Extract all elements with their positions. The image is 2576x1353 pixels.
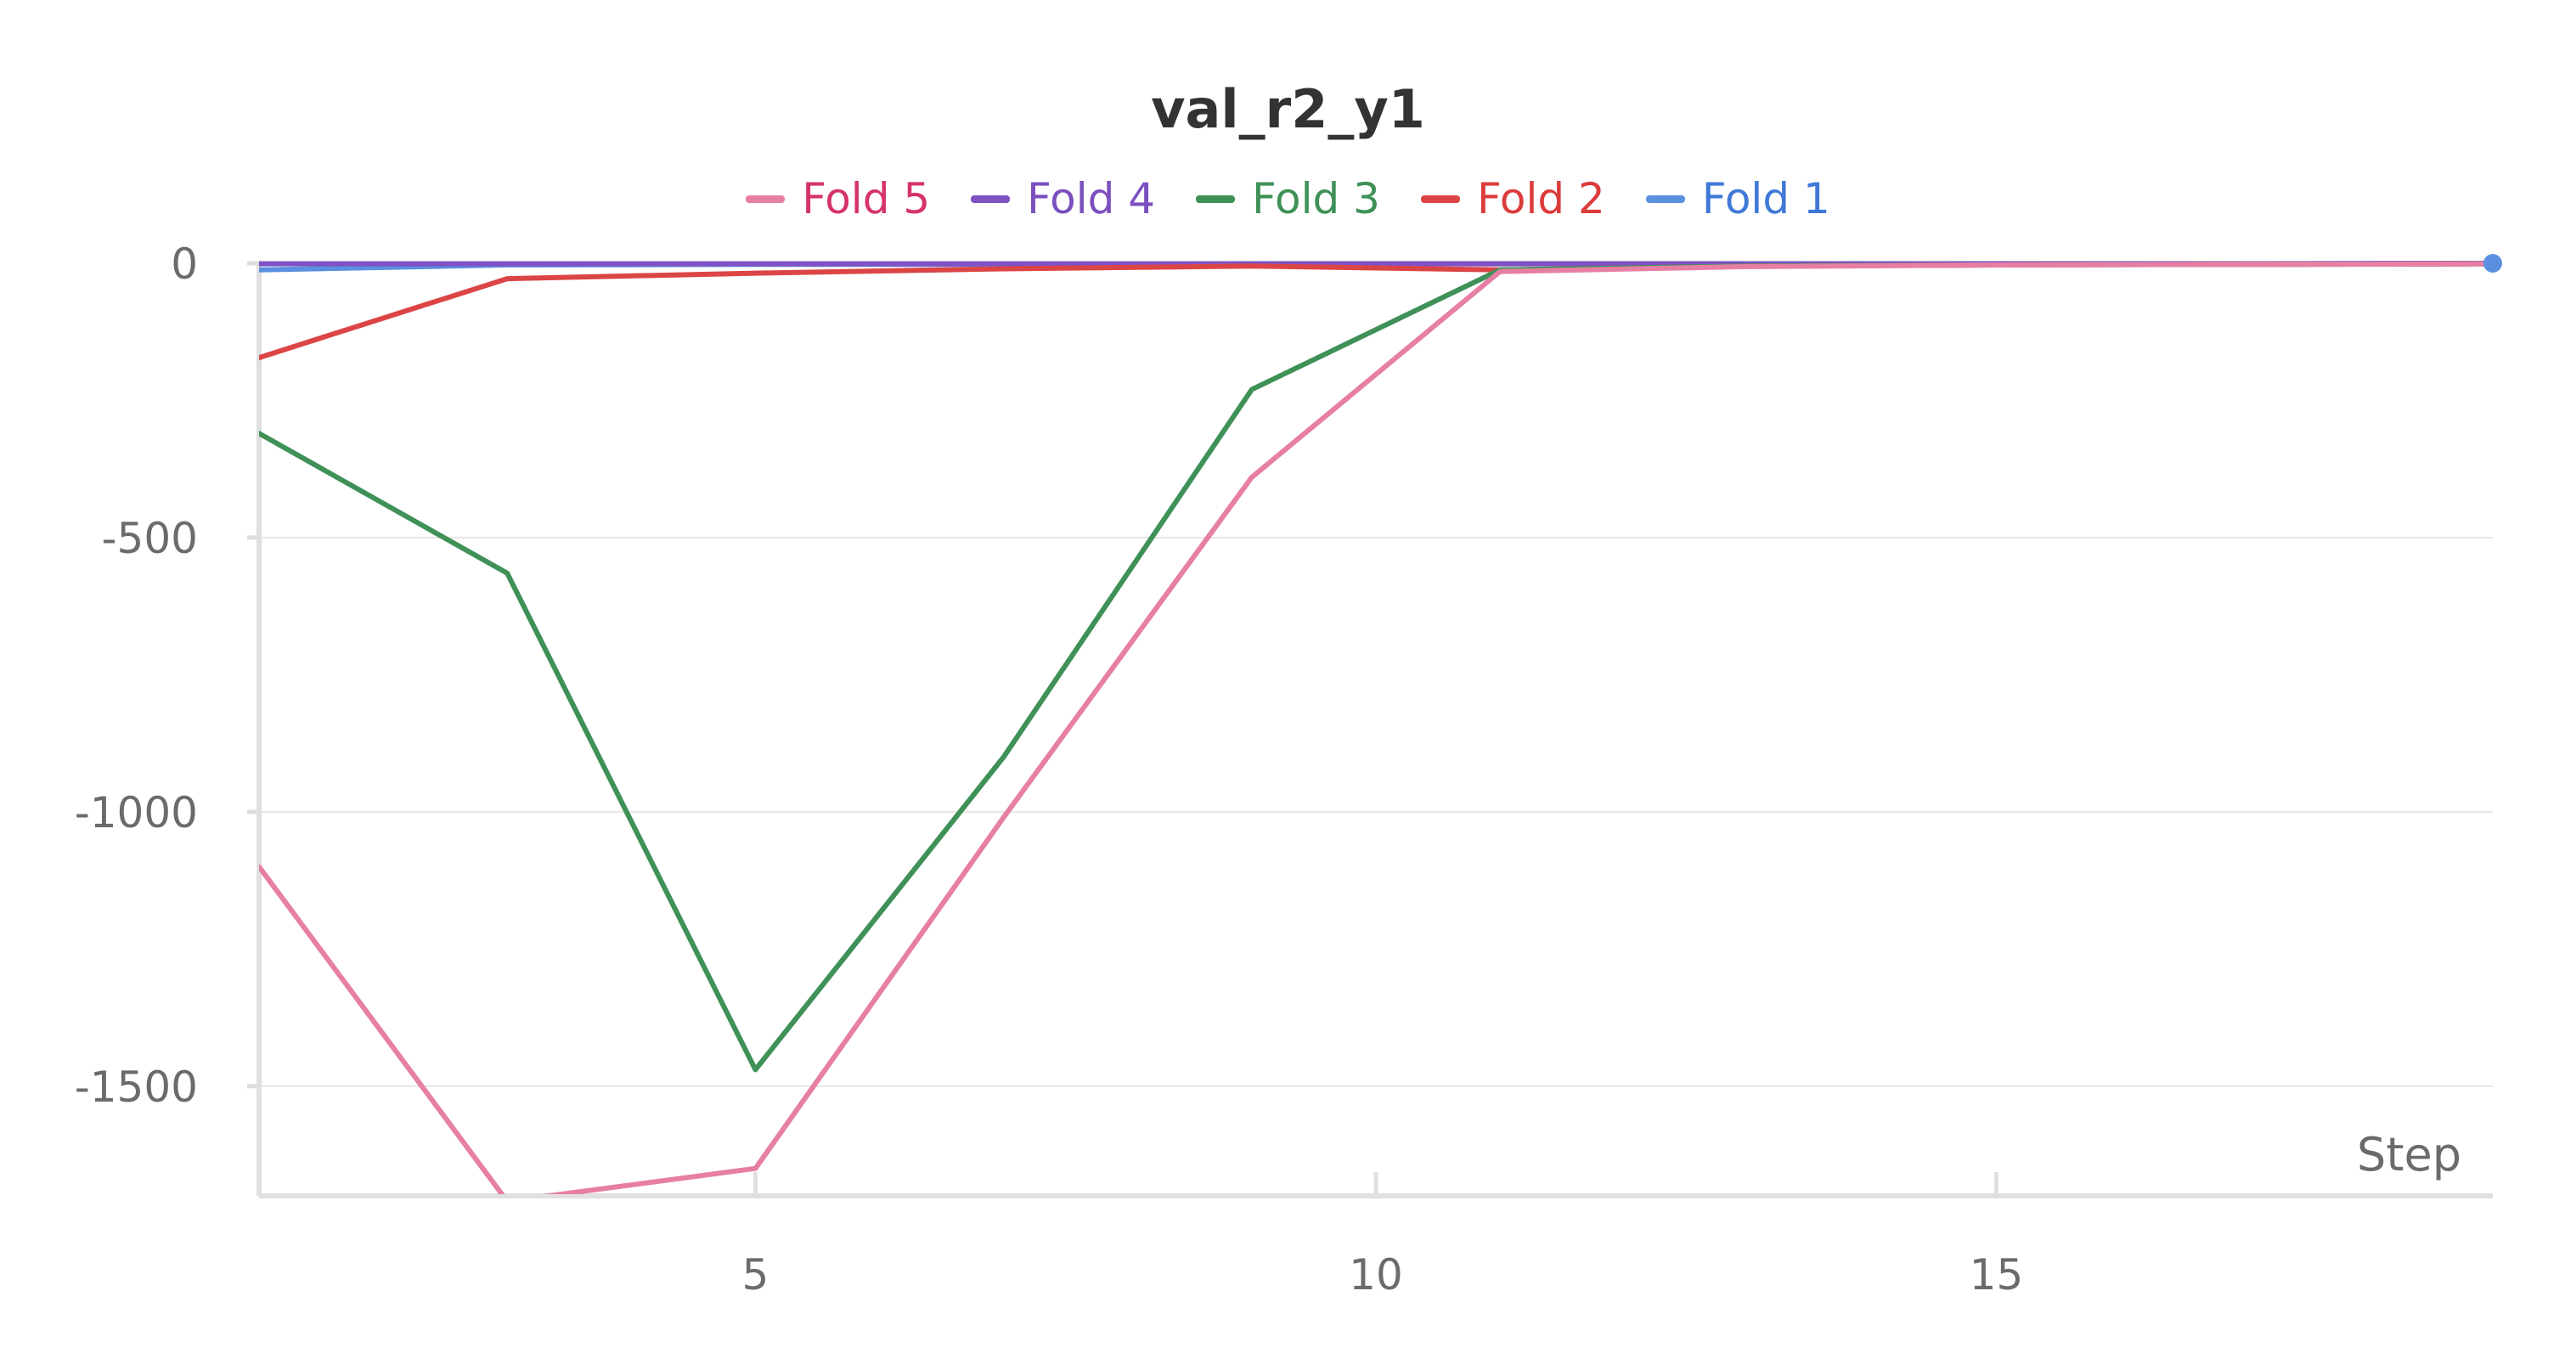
legend-label: Fold 5 — [802, 174, 931, 223]
y-tick-label: -500 — [102, 514, 198, 563]
series-line-fold-2 — [259, 261, 2495, 361]
legend-label: Fold 2 — [1476, 174, 1605, 223]
legend-item-fold-1[interactable]: Fold 1 — [1645, 174, 1830, 223]
chart-title: val_r2_y1 — [1151, 78, 1425, 140]
legend-item-fold-5[interactable]: Fold 5 — [746, 174, 930, 223]
x-tick-label: 10 — [1349, 1250, 1403, 1299]
y-tick-label: -1000 — [75, 788, 198, 837]
legend-label: Fold 4 — [1027, 174, 1156, 223]
legend-swatch — [1196, 194, 1236, 203]
x-tick-label: 5 — [742, 1250, 769, 1299]
x-axis-label: Step — [2357, 1128, 2461, 1181]
legend-swatch — [1645, 194, 1685, 203]
series-line-fold-3 — [259, 261, 2495, 1073]
legend-swatch — [971, 194, 1011, 203]
series-end-marker — [2483, 254, 2502, 273]
y-tick-label: 0 — [171, 240, 198, 289]
legend-item-fold-3[interactable]: Fold 3 — [1196, 174, 1380, 223]
x-tick-label: 15 — [1970, 1250, 2024, 1299]
legend-swatch — [1420, 194, 1460, 203]
chart-legend: Fold 5 Fold 4 Fold 3 Fold 2 Fold 1 — [0, 174, 2576, 223]
series-line-fold-5 — [259, 261, 2495, 1194]
legend-label: Fold 1 — [1701, 174, 1830, 223]
legend-item-fold-4[interactable]: Fold 4 — [971, 174, 1155, 223]
legend-item-fold-2[interactable]: Fold 2 — [1420, 174, 1605, 223]
legend-label: Fold 3 — [1252, 174, 1380, 223]
legend-swatch — [746, 194, 786, 203]
y-tick-label: -1500 — [75, 1063, 198, 1112]
